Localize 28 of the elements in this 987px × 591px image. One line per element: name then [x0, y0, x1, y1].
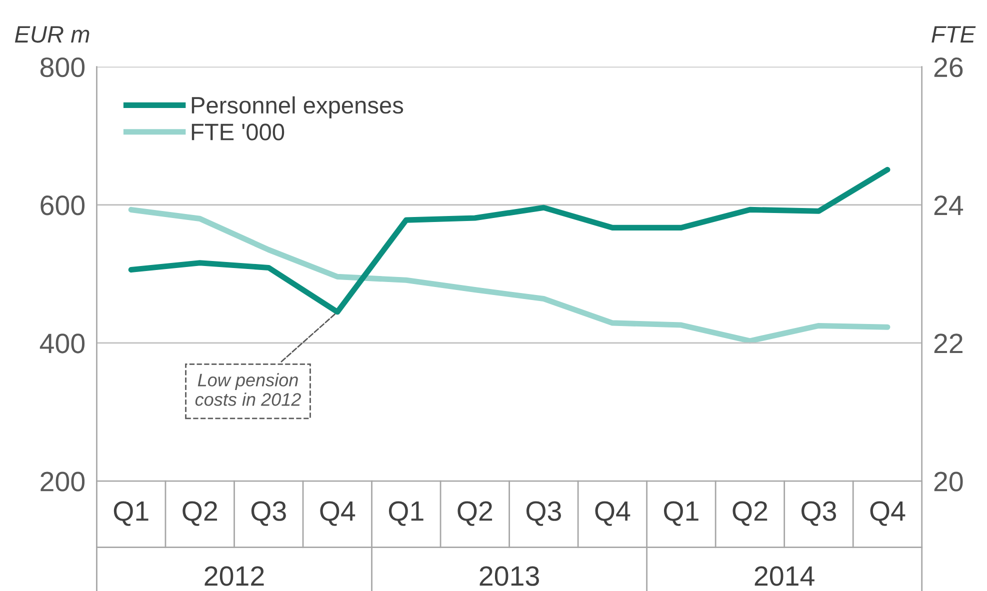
x-tick-label: Q4 — [320, 501, 356, 526]
y2-tick-label: 20 — [934, 472, 963, 492]
y-tick-label: 400 — [40, 334, 85, 354]
text: 2012 — [204, 566, 264, 586]
legend-label: FTE '000 — [192, 124, 284, 140]
x-tick-label: Q2 — [458, 501, 492, 526]
x-tick-label: Q3 — [251, 501, 286, 526]
text: 2014 — [754, 566, 814, 586]
y2-tick-label: 26 — [934, 57, 963, 78]
x-tick-label: Q2 — [182, 501, 217, 526]
x-tick-label: Q1 — [664, 501, 698, 526]
y-axis-title: EUR m — [14, 26, 90, 43]
y-tick-label: 600 — [40, 196, 85, 216]
y2-tick-label: 22 — [934, 334, 962, 354]
x-tick-label: Q1 — [388, 501, 424, 526]
annotation: Low pension costs in 2012 — [195, 373, 301, 406]
x-tick-label: Q3 — [526, 501, 561, 526]
y2-axis-title: FTE — [932, 26, 976, 42]
x-tick-label: Q4 — [870, 501, 906, 526]
y-tick-label: 800 — [40, 57, 85, 78]
x-tick-label: Q2 — [732, 501, 768, 526]
y2-tick-label: 24 — [934, 196, 964, 215]
x-tick-label: Q3 — [802, 501, 836, 526]
x-tick-label: Q1 — [114, 501, 148, 526]
y-tick-label: 200 — [40, 472, 85, 492]
text: 2013 — [480, 566, 539, 586]
x-tick-label: Q4 — [595, 501, 630, 526]
legend-label: Personnel expenses — [192, 96, 404, 118]
